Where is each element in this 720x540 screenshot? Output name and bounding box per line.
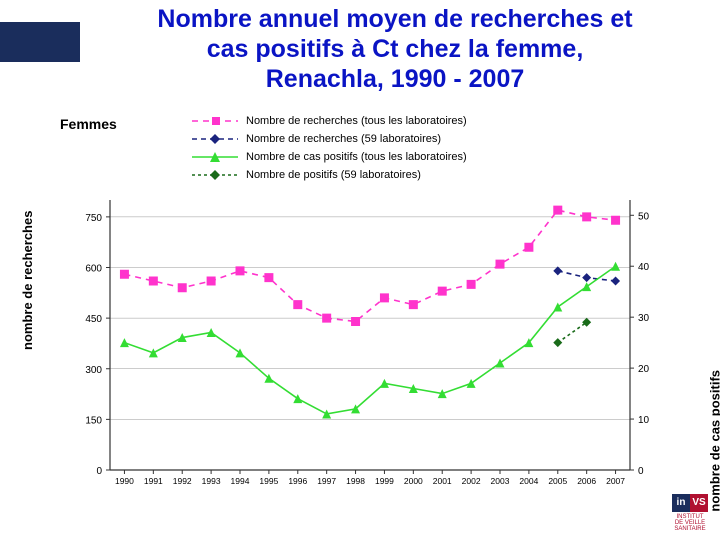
svg-text:600: 600 bbox=[85, 264, 102, 275]
svg-text:1999: 1999 bbox=[375, 476, 394, 486]
title-line: Renachla, 1990 - 2007 bbox=[266, 65, 525, 93]
legend-label: Nombre de recherches (tous les laboratoi… bbox=[246, 115, 467, 127]
svg-text:2001: 2001 bbox=[433, 476, 452, 486]
svg-text:2005: 2005 bbox=[548, 476, 567, 486]
legend-item: Nombre de cas positifs (tous les laborat… bbox=[190, 148, 467, 166]
svg-text:150: 150 bbox=[85, 415, 102, 426]
legend-item: Nombre de recherches (tous les laboratoi… bbox=[190, 112, 467, 130]
invs-logo: in VS INSTITUTDE VEILLESANITAIRE bbox=[672, 494, 708, 532]
svg-text:1998: 1998 bbox=[346, 476, 365, 486]
svg-text:2006: 2006 bbox=[577, 476, 596, 486]
svg-text:1996: 1996 bbox=[288, 476, 307, 486]
legend-swatch-positifs-tous bbox=[190, 150, 240, 164]
svg-text:2004: 2004 bbox=[519, 476, 538, 486]
svg-text:1993: 1993 bbox=[202, 476, 221, 486]
svg-text:2003: 2003 bbox=[491, 476, 510, 486]
logo-caption: INSTITUTDE VEILLESANITAIRE bbox=[672, 514, 708, 532]
svg-text:30: 30 bbox=[638, 313, 650, 324]
legend-swatch-recherches-59 bbox=[190, 132, 240, 146]
svg-text:0: 0 bbox=[638, 466, 644, 477]
svg-text:1995: 1995 bbox=[259, 476, 278, 486]
svg-text:0: 0 bbox=[96, 466, 102, 477]
svg-text:2007: 2007 bbox=[606, 476, 625, 486]
svg-text:20: 20 bbox=[638, 364, 650, 375]
svg-text:300: 300 bbox=[85, 365, 102, 376]
title-line: Nombre annuel moyen de recherches et bbox=[157, 5, 632, 33]
svg-text:2000: 2000 bbox=[404, 476, 423, 486]
legend-item: Nombre de recherches (59 laboratoires) bbox=[190, 130, 467, 148]
svg-text:1997: 1997 bbox=[317, 476, 336, 486]
svg-text:1994: 1994 bbox=[231, 476, 250, 486]
y-axis-right-label: nombre de cas positifs bbox=[708, 370, 720, 512]
svg-text:2002: 2002 bbox=[462, 476, 481, 486]
title-line: cas positifs à Ct chez la femme, bbox=[207, 35, 584, 63]
svg-text:50: 50 bbox=[638, 211, 650, 222]
svg-text:40: 40 bbox=[638, 262, 650, 273]
y-axis-left-label: nombre de recherches bbox=[20, 211, 35, 350]
page-title: Nombre annuel moyen de recherches et cas… bbox=[80, 4, 710, 94]
svg-text:1990: 1990 bbox=[115, 476, 134, 486]
svg-text:1992: 1992 bbox=[173, 476, 192, 486]
legend-label: Nombre de cas positifs (tous les laborat… bbox=[246, 151, 467, 163]
legend-swatch-positifs-59 bbox=[190, 168, 240, 182]
logo-vs: VS bbox=[690, 494, 708, 512]
chart-svg: 0 150 300 450 600 750 0 10 20 30 40 50 1990 1991 1992 1… bbox=[50, 190, 680, 500]
logo-in: in bbox=[672, 494, 690, 512]
svg-text:1991: 1991 bbox=[144, 476, 163, 486]
line-chart: 0 150 300 450 600 750 0 10 20 30 40 50 1990 1991 1992 1… bbox=[50, 190, 680, 500]
chart-subtitle: Femmes bbox=[60, 116, 117, 132]
svg-text:450: 450 bbox=[85, 314, 102, 325]
legend-item: Nombre de positifs (59 laboratoires) bbox=[190, 166, 467, 184]
chart-legend: Nombre de recherches (tous les laboratoi… bbox=[190, 112, 467, 184]
legend-swatch-recherches-tous bbox=[190, 114, 240, 128]
header-banner bbox=[0, 22, 80, 62]
svg-text:10: 10 bbox=[638, 415, 650, 426]
svg-text:750: 750 bbox=[85, 213, 102, 224]
legend-label: Nombre de recherches (59 laboratoires) bbox=[246, 133, 441, 145]
legend-label: Nombre de positifs (59 laboratoires) bbox=[246, 169, 421, 181]
